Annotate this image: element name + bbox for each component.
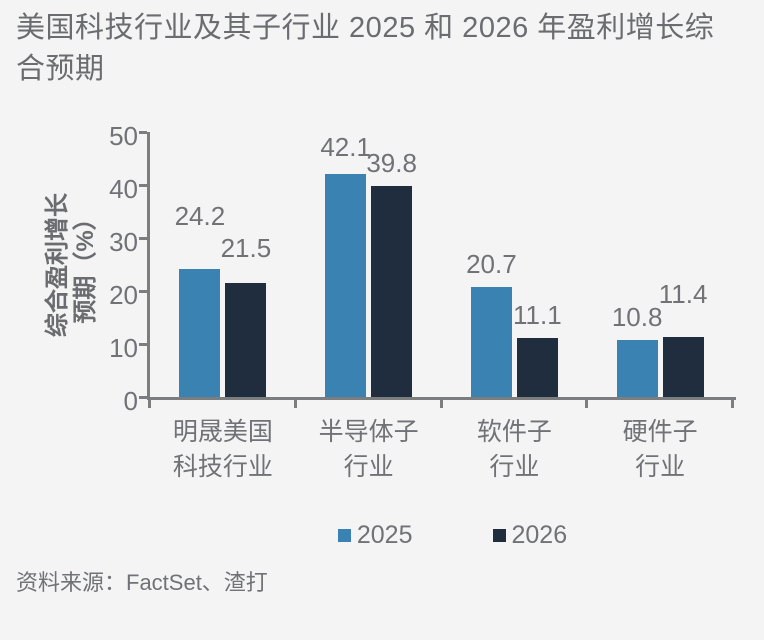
bar-value-label: 24.2 bbox=[174, 200, 226, 231]
bar bbox=[179, 268, 221, 397]
legend-swatch bbox=[337, 529, 351, 542]
bar-value-label: 10.8 bbox=[611, 301, 663, 332]
bar bbox=[470, 287, 512, 397]
legend-item: 2026 bbox=[492, 521, 568, 549]
y-tick bbox=[139, 343, 147, 346]
x-axis-line bbox=[147, 397, 736, 400]
x-axis-label: 半导体子 行业 bbox=[318, 418, 419, 481]
y-tick bbox=[139, 131, 147, 134]
x-tick bbox=[293, 400, 297, 408]
x-axis-label: 硬件子 行业 bbox=[622, 418, 698, 481]
y-tick-label: 10 bbox=[109, 333, 138, 363]
y-tick-label: 30 bbox=[109, 227, 138, 257]
legend-label: 2025 bbox=[356, 521, 413, 549]
legend-label: 2026 bbox=[511, 521, 568, 549]
x-tick bbox=[439, 400, 443, 408]
source-note: 资料来源：FactSet、渣打 bbox=[16, 570, 268, 595]
bar bbox=[662, 336, 704, 397]
y-tick-label: 50 bbox=[109, 121, 138, 151]
bar-value-label: 11.1 bbox=[513, 300, 562, 331]
bar-value-label: 39.8 bbox=[366, 148, 417, 179]
y-tick-label: 0 bbox=[123, 386, 138, 416]
y-tick-label: 40 bbox=[109, 174, 138, 204]
x-tick bbox=[731, 400, 734, 408]
bar bbox=[225, 283, 267, 397]
x-axis-label: 明晟美国 科技行业 bbox=[172, 418, 273, 481]
x-tick bbox=[585, 400, 589, 408]
bar-value-label: 21.5 bbox=[220, 233, 272, 264]
bar bbox=[516, 338, 558, 397]
y-tick-label: 20 bbox=[109, 280, 138, 310]
bar bbox=[325, 173, 367, 397]
bar bbox=[616, 339, 658, 397]
legend-item: 2025 bbox=[337, 521, 413, 549]
chart-title: 美国科技行业及其子行业 2025 和 2026 年盈利增长综合预期 bbox=[16, 12, 715, 85]
legend: 2025 2026 bbox=[150, 523, 733, 548]
bar-value-label: 20.7 bbox=[466, 249, 517, 280]
y-axis-line bbox=[147, 132, 150, 400]
y-tick bbox=[139, 396, 147, 399]
y-tick bbox=[139, 290, 147, 293]
bar-value-label: 42.1 bbox=[320, 131, 371, 162]
y-tick bbox=[139, 184, 147, 187]
bar-value-label: 11.4 bbox=[658, 278, 708, 309]
bar bbox=[371, 186, 413, 397]
legend-swatch bbox=[492, 529, 506, 542]
x-axis-label: 软件子 行业 bbox=[476, 418, 552, 481]
x-tick bbox=[148, 400, 151, 408]
y-tick bbox=[139, 237, 147, 240]
